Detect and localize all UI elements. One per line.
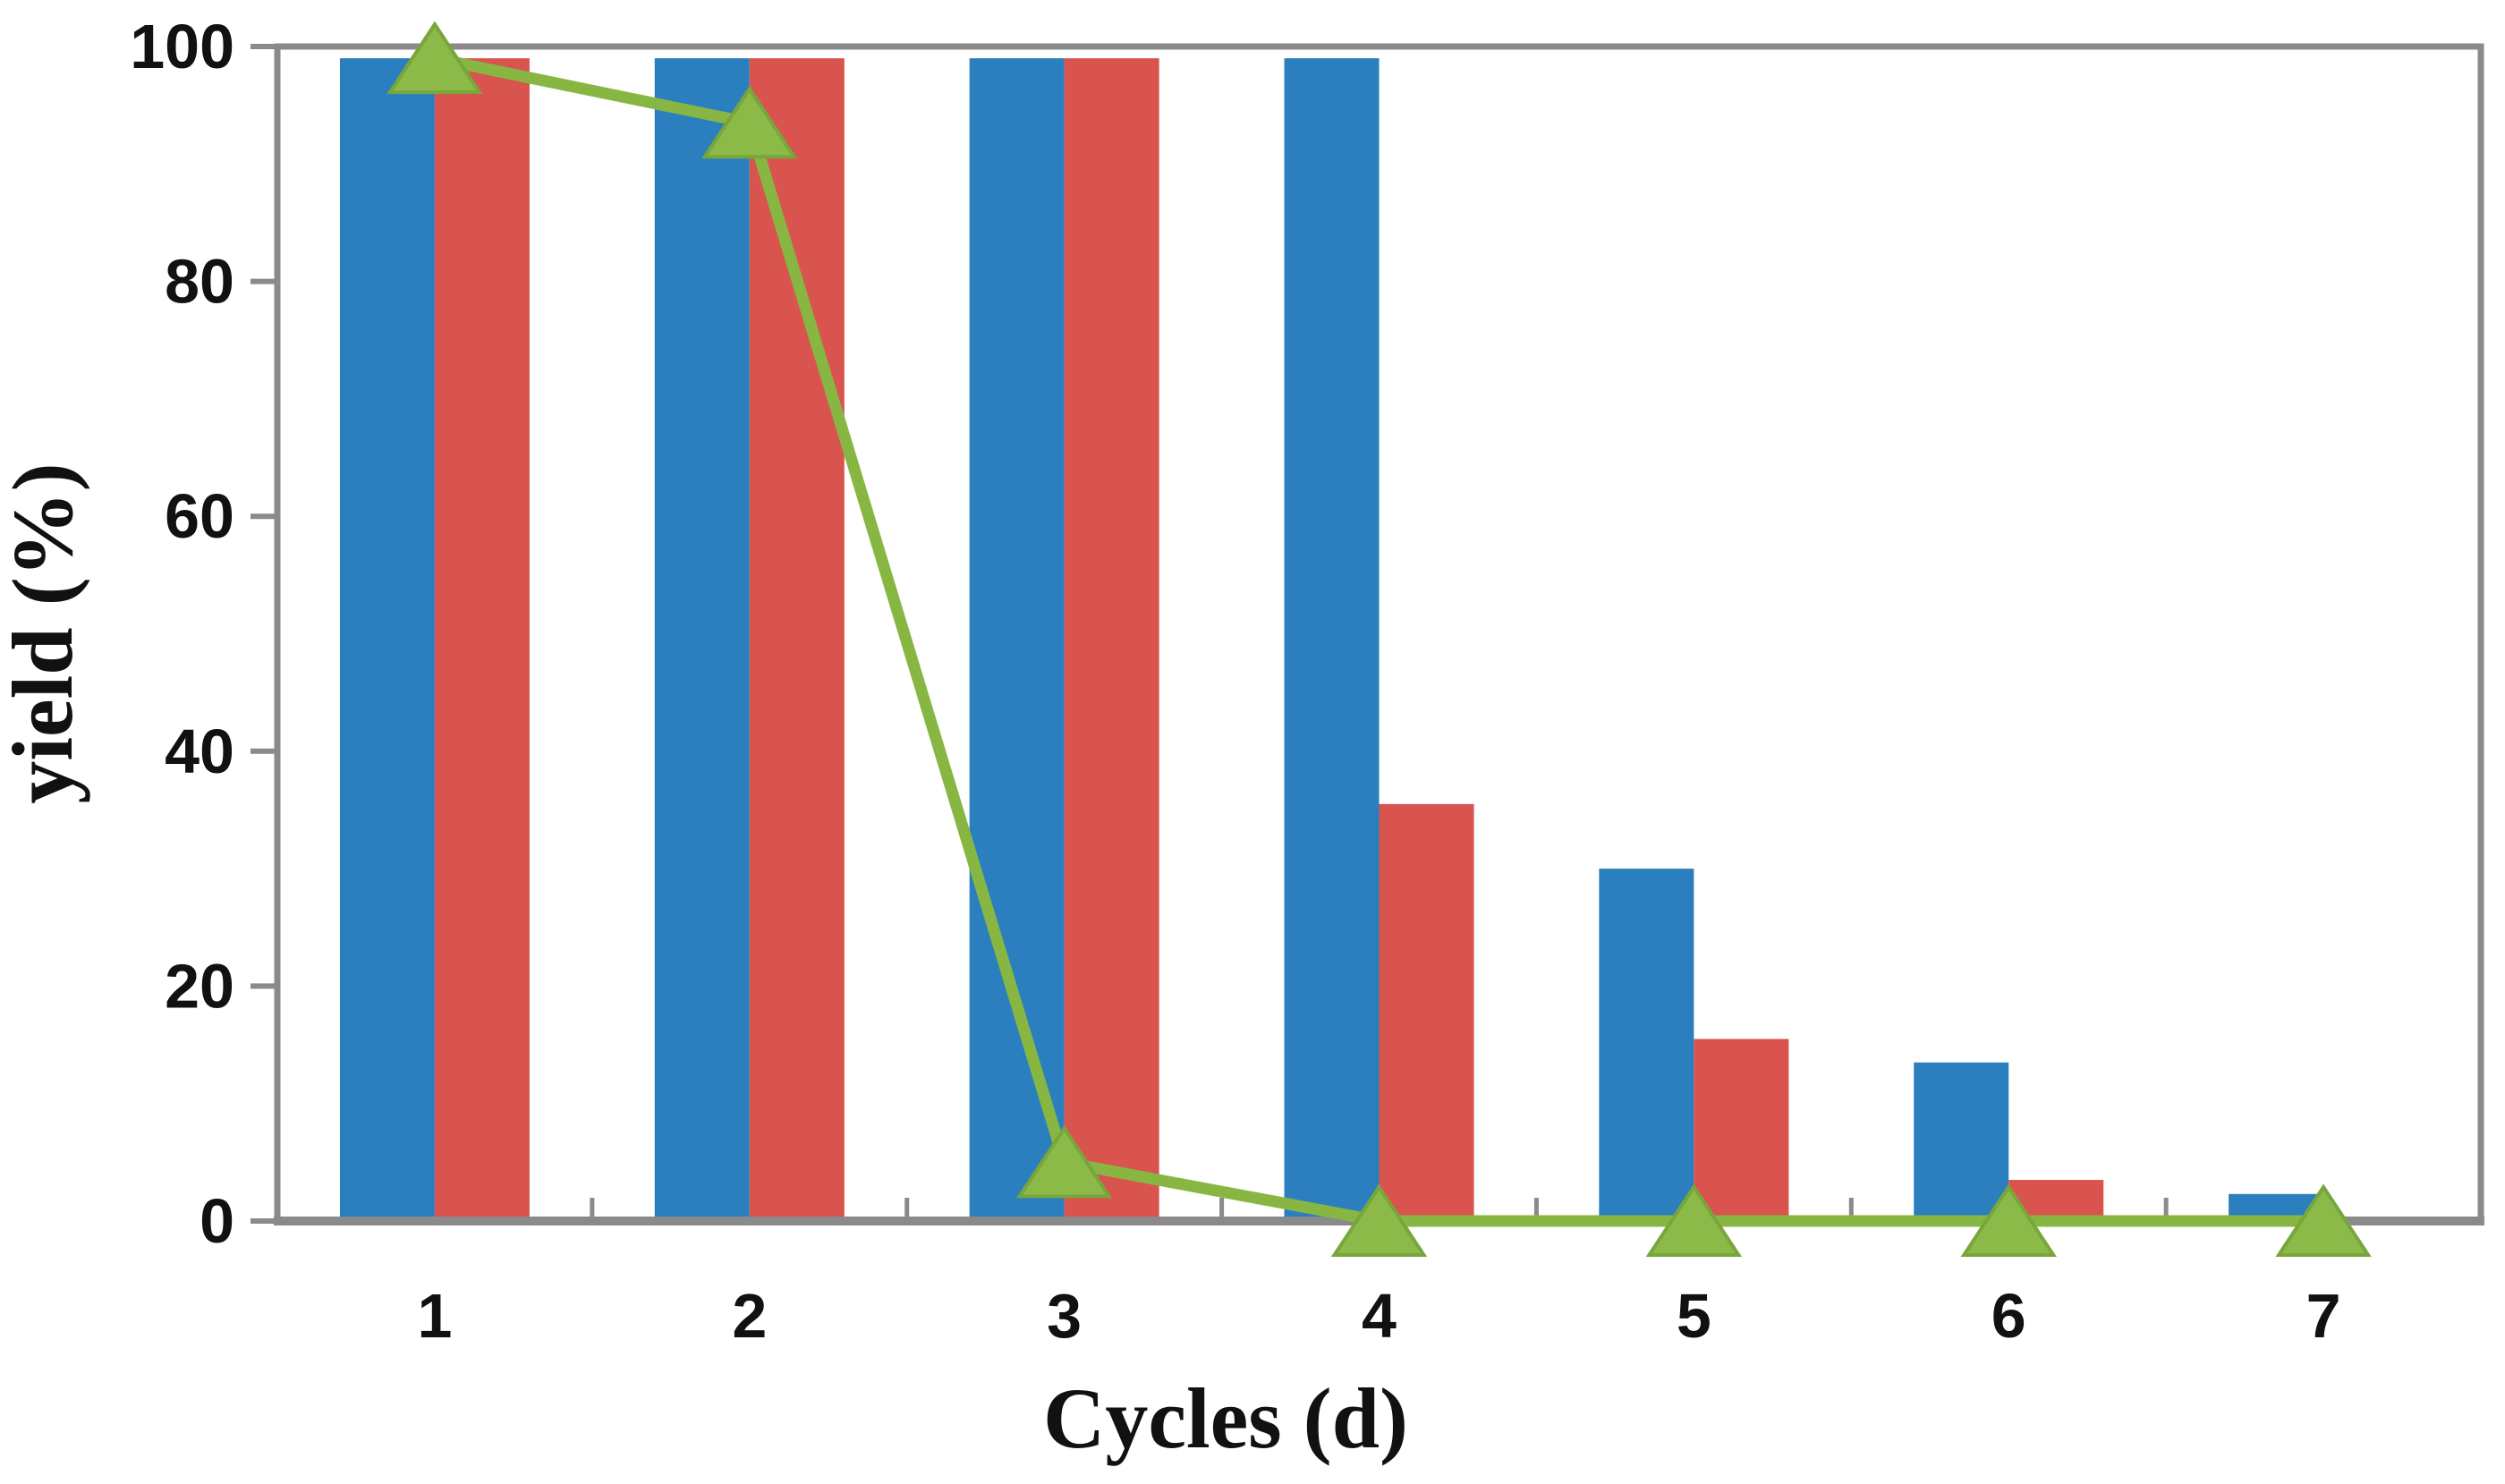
x-tick-label: 3 bbox=[1047, 1281, 1082, 1351]
y-tick-label: 0 bbox=[200, 1186, 234, 1256]
y-tick-label: 20 bbox=[165, 951, 234, 1021]
y-axis-title: yield (%) bbox=[0, 462, 90, 803]
triangle-marker-7 bbox=[2275, 1183, 2372, 1257]
line-markers bbox=[386, 21, 2372, 1257]
plot-area: 0 20 40 60 80 100 1 2 3 4 5 6 7 bbox=[130, 12, 2484, 1351]
bar-red-bars-5 bbox=[1694, 1039, 1789, 1221]
x-tick-label: 2 bbox=[732, 1281, 767, 1351]
triangle-marker-3 bbox=[1015, 1124, 1113, 1199]
bar-red-bars-2 bbox=[749, 58, 845, 1221]
y-tick-label: 100 bbox=[130, 12, 234, 81]
triangle-marker-5 bbox=[1645, 1183, 1743, 1257]
x-tick-label: 5 bbox=[1677, 1281, 1711, 1351]
bar-red-bars-3 bbox=[1064, 58, 1159, 1221]
y-tick-label: 80 bbox=[165, 247, 234, 317]
x-tick-labels: 1 2 3 4 5 6 7 bbox=[417, 1281, 2340, 1351]
bar-blue-bars-1 bbox=[339, 58, 435, 1221]
y-tick-label: 60 bbox=[165, 481, 234, 551]
triangle-marker-4 bbox=[1330, 1183, 1428, 1257]
triangle-marker-1 bbox=[386, 21, 483, 95]
x-tick-label: 7 bbox=[2306, 1281, 2341, 1351]
bar-blue-bars-3 bbox=[969, 58, 1065, 1221]
x-tick-label: 6 bbox=[1991, 1281, 2026, 1351]
triangle-marker-2 bbox=[701, 85, 798, 159]
bar-red-bars-4 bbox=[1379, 803, 1474, 1221]
bar-blue-bars-6 bbox=[1914, 1062, 2009, 1221]
bar-blue-bars-4 bbox=[1284, 58, 1380, 1221]
y-axis-ticks bbox=[250, 44, 277, 1224]
y-tick-label: 40 bbox=[165, 717, 234, 786]
bars-red-bars bbox=[434, 58, 2104, 1221]
triangle-marker-6 bbox=[1960, 1183, 2057, 1257]
x-axis-title: Cycles (d) bbox=[1043, 1370, 1408, 1466]
bar-red-bars-1 bbox=[434, 58, 530, 1221]
x-tick-label: 4 bbox=[1362, 1281, 1397, 1351]
bars-blue-bars bbox=[339, 58, 2324, 1221]
y-tick-labels: 0 20 40 60 80 100 bbox=[130, 12, 234, 1256]
bar-blue-bars-2 bbox=[654, 58, 750, 1221]
bar-blue-bars-5 bbox=[1599, 869, 1694, 1221]
x-tick-label: 1 bbox=[417, 1281, 452, 1351]
